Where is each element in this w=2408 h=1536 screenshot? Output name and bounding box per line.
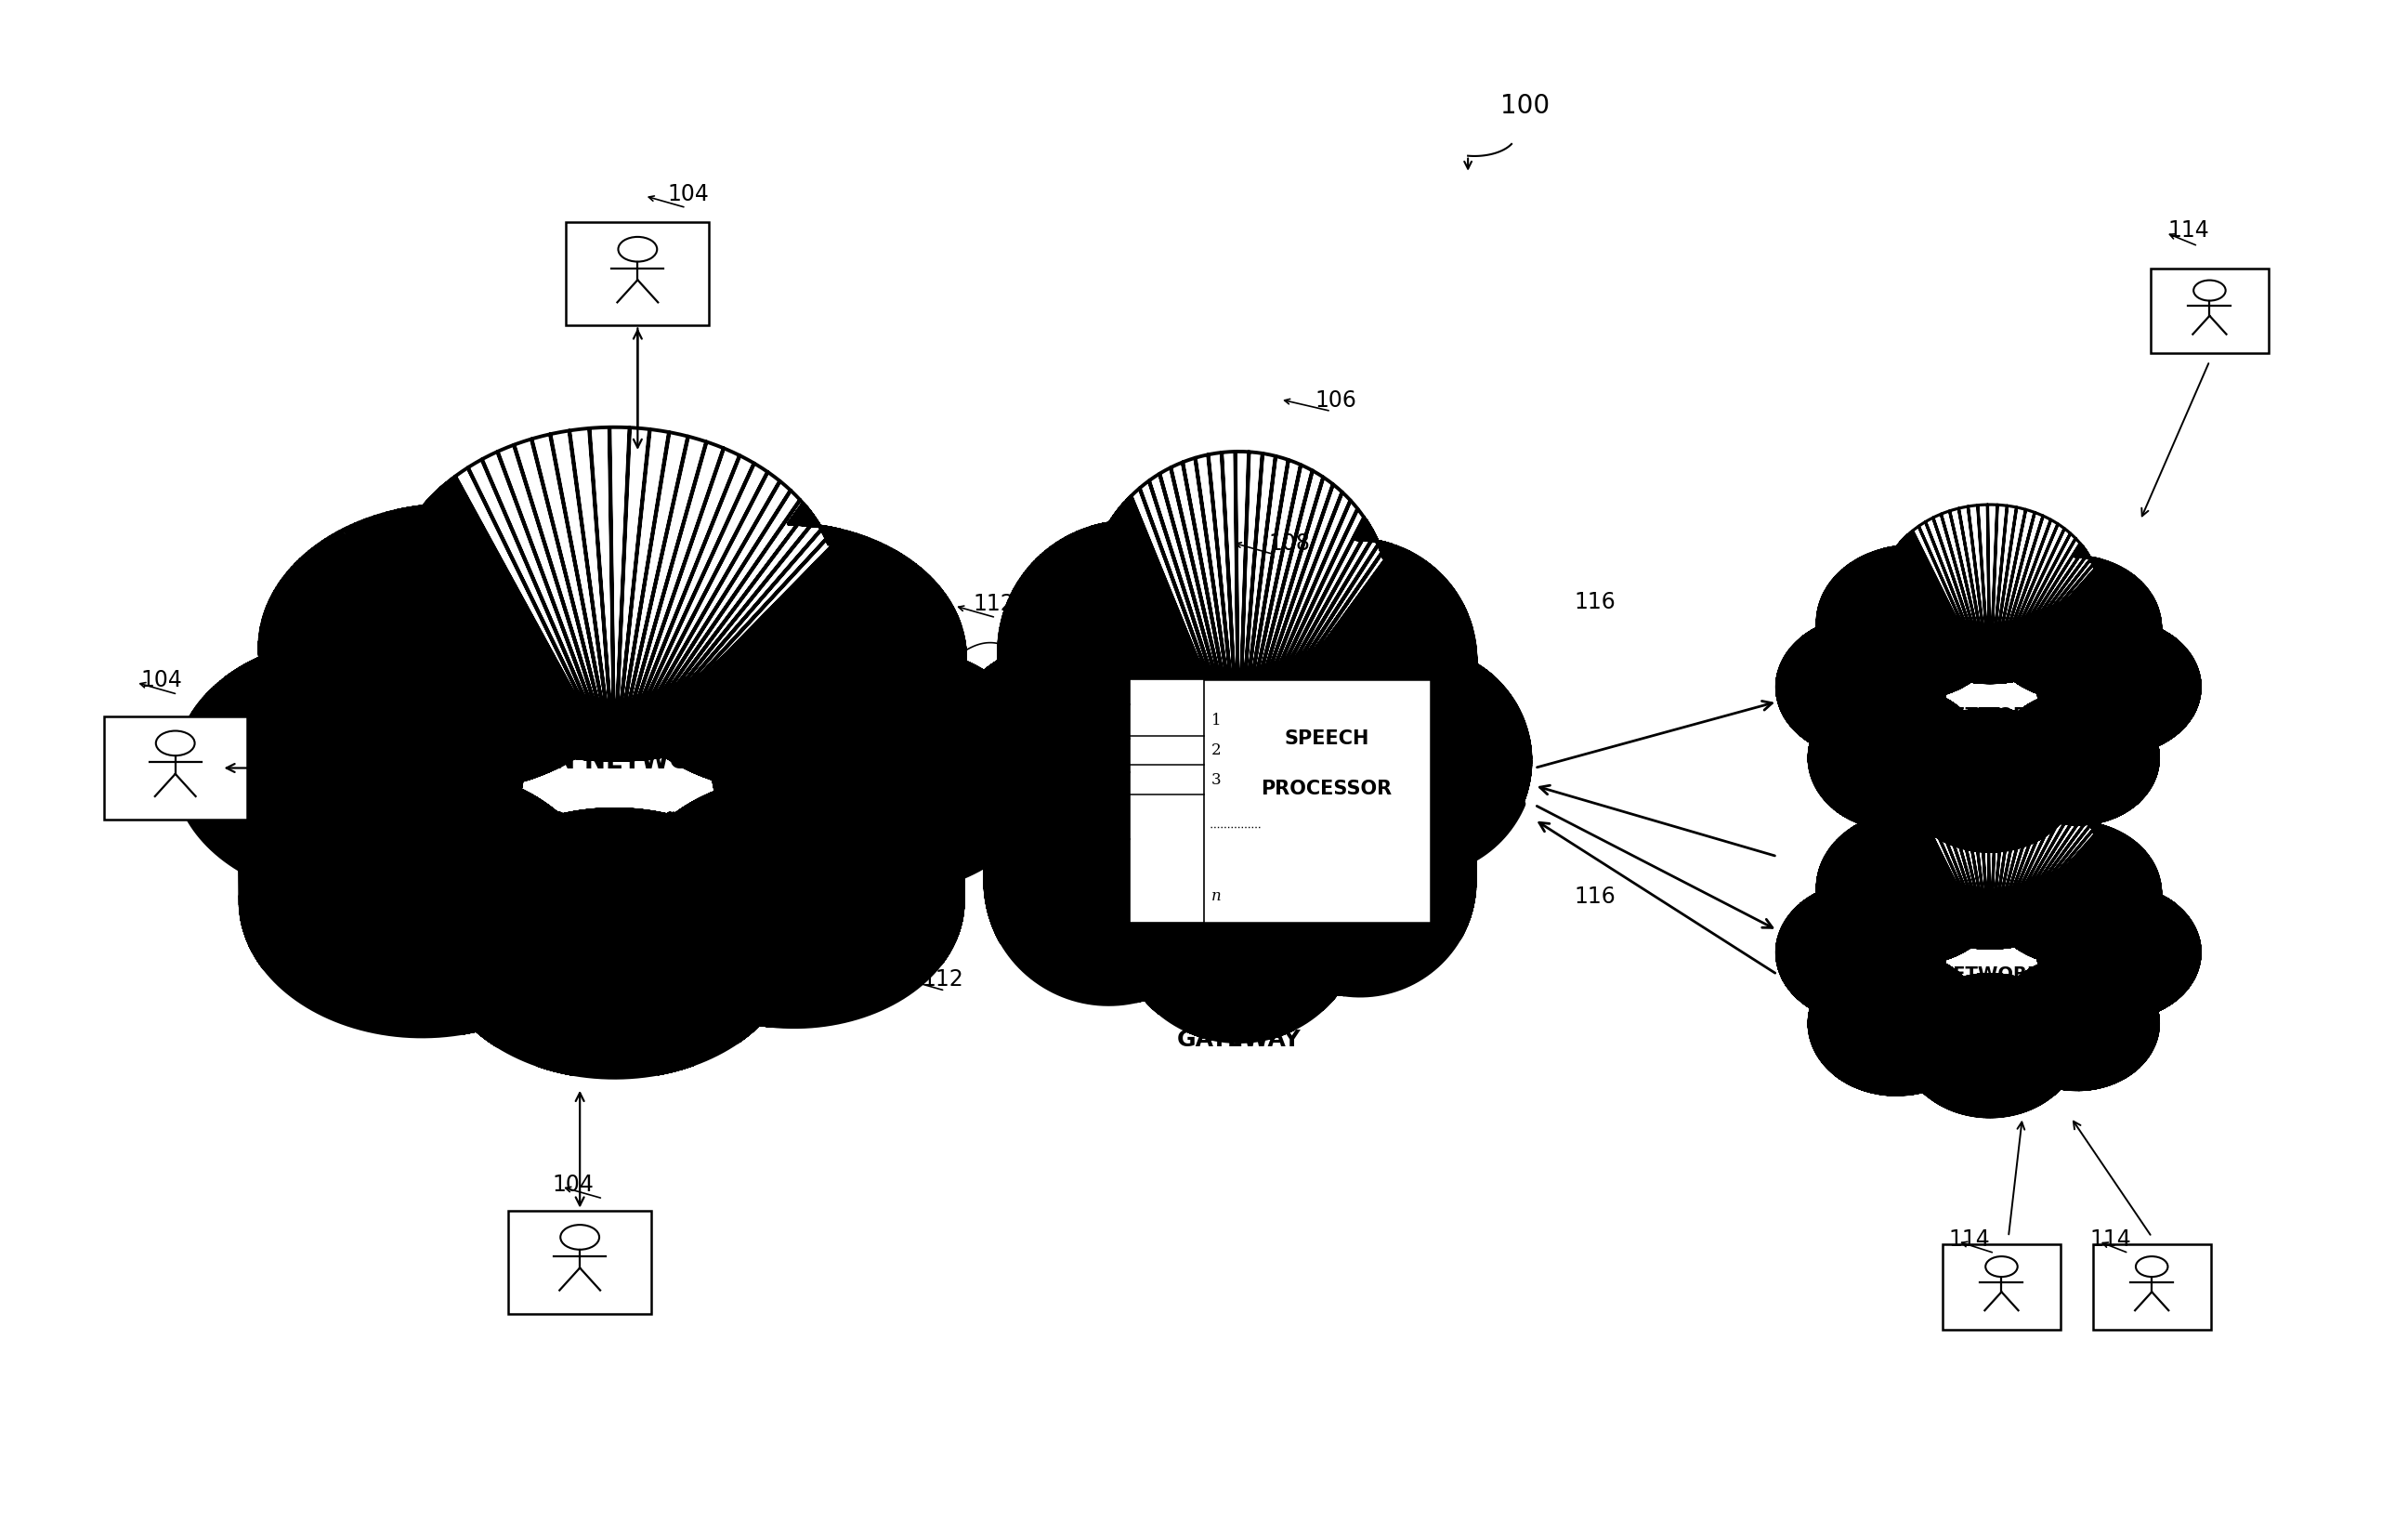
Bar bbox=[2150, 269, 2268, 353]
Text: 110: 110 bbox=[1857, 886, 1898, 908]
Text: 104: 104 bbox=[667, 183, 710, 204]
Circle shape bbox=[2194, 280, 2225, 301]
Text: 102: 102 bbox=[811, 641, 852, 662]
Text: PACKET: PACKET bbox=[1950, 919, 2030, 935]
Bar bbox=[1129, 679, 1430, 923]
Circle shape bbox=[157, 731, 195, 756]
Text: 116: 116 bbox=[1575, 886, 1616, 908]
Circle shape bbox=[1987, 1256, 2018, 1276]
Text: SPEECH: SPEECH bbox=[1283, 730, 1370, 748]
Text: GATEWAY: GATEWAY bbox=[1178, 1029, 1300, 1051]
Text: 114: 114 bbox=[2090, 1229, 2131, 1250]
Text: PACKET: PACKET bbox=[1950, 659, 2030, 676]
Text: 2: 2 bbox=[1211, 742, 1221, 759]
Text: 104: 104 bbox=[140, 670, 183, 691]
Text: NETWORK: NETWORK bbox=[1938, 966, 2042, 983]
Text: 112: 112 bbox=[922, 969, 963, 991]
Text: 108: 108 bbox=[1269, 531, 1310, 554]
Text: PROCESSOR: PROCESSOR bbox=[1262, 779, 1392, 797]
Text: PSTN NETWORK: PSTN NETWORK bbox=[498, 748, 730, 774]
Text: 114: 114 bbox=[2167, 220, 2211, 241]
Bar bbox=[2093, 1244, 2211, 1330]
Text: 110: 110 bbox=[1857, 601, 1898, 622]
Text: 116: 116 bbox=[1575, 591, 1616, 613]
Text: 3: 3 bbox=[1211, 773, 1221, 788]
Text: 112: 112 bbox=[973, 593, 1014, 614]
Circle shape bbox=[561, 1224, 600, 1250]
Text: 1: 1 bbox=[1211, 713, 1221, 728]
Circle shape bbox=[619, 237, 657, 261]
Bar bbox=[1129, 679, 1204, 923]
Bar bbox=[508, 1210, 653, 1313]
Bar bbox=[104, 716, 248, 820]
Text: 114: 114 bbox=[1948, 1229, 1989, 1250]
Text: 106: 106 bbox=[1315, 389, 1356, 412]
Circle shape bbox=[2136, 1256, 2167, 1276]
Polygon shape bbox=[1777, 770, 2201, 1117]
Bar bbox=[566, 223, 710, 326]
Text: 100: 100 bbox=[1500, 94, 1548, 120]
Polygon shape bbox=[1777, 505, 2201, 851]
Polygon shape bbox=[176, 427, 1047, 1075]
Text: 104: 104 bbox=[551, 1174, 595, 1197]
Text: n: n bbox=[1211, 888, 1221, 905]
Polygon shape bbox=[942, 452, 1531, 1040]
Text: NETWORK: NETWORK bbox=[1938, 707, 2042, 723]
Bar bbox=[1943, 1244, 2061, 1330]
